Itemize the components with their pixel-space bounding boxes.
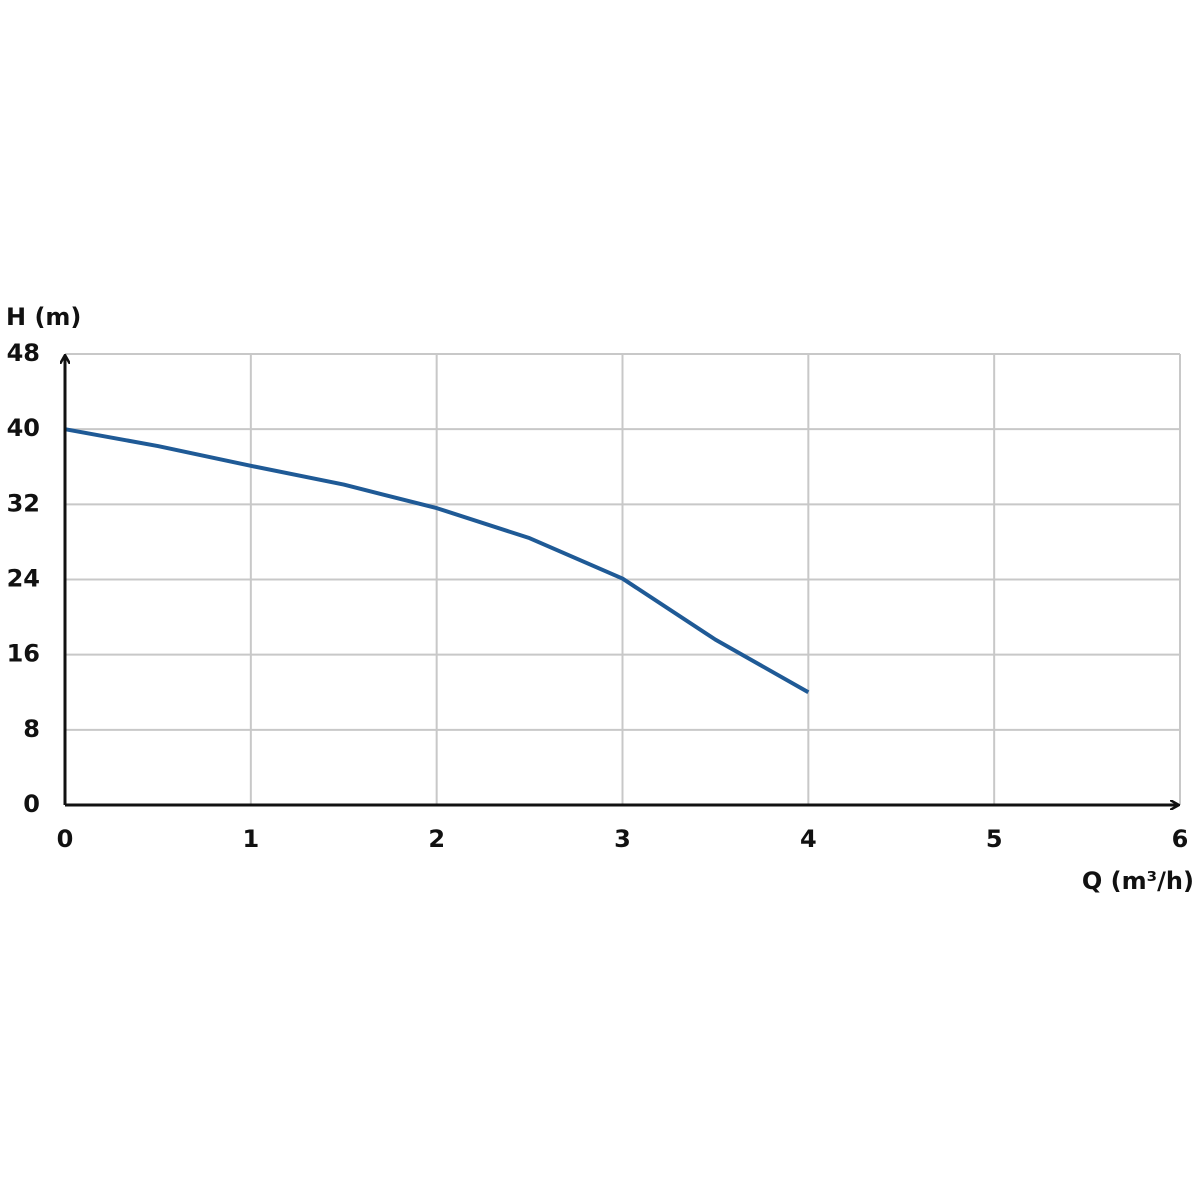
y-tick-label: 32 [7, 489, 40, 517]
x-tick-label: 6 [1172, 825, 1189, 853]
x-axis-label: Q (m³/h) [1082, 867, 1194, 895]
curve [64, 427, 810, 694]
x-tick-label: 4 [800, 825, 817, 853]
y-tick-label: 0 [23, 790, 40, 818]
y-axis-label: H (m) [6, 303, 81, 331]
x-tick-label: 3 [614, 825, 631, 853]
x-tick-label: 0 [57, 825, 74, 853]
x-tick-label: 2 [428, 825, 445, 853]
x-tick-label: 1 [242, 825, 259, 853]
y-tick-label: 24 [7, 565, 40, 593]
y-tick-label: 40 [7, 414, 40, 442]
y-tick-label: 48 [7, 339, 40, 367]
y-tick-label: 16 [7, 640, 40, 668]
x-tick-label: 5 [986, 825, 1003, 853]
y-tick-label: 8 [23, 715, 40, 743]
